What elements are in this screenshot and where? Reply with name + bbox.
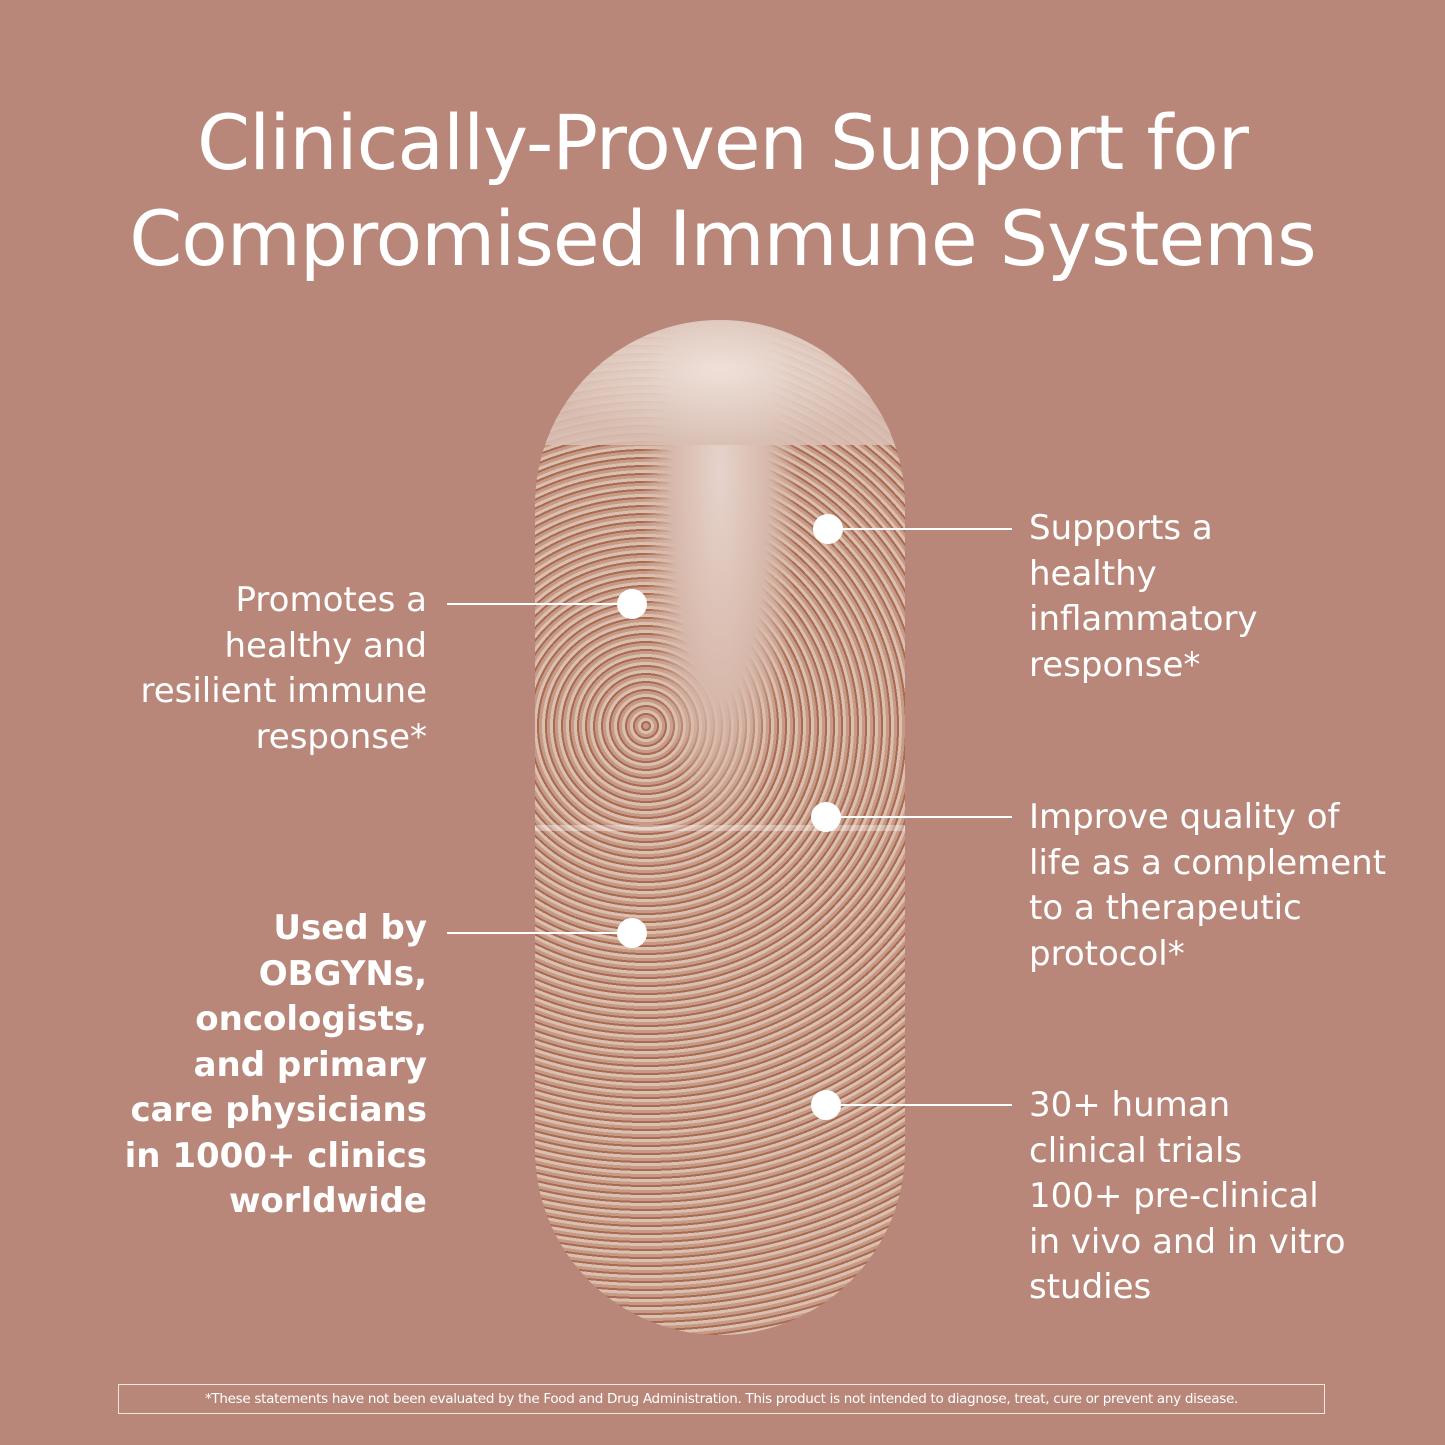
capsule-seam (535, 825, 905, 831)
callout-dot (811, 802, 841, 832)
callout-immune-response: Promotes a healthy and resilient immune res… (140, 580, 427, 757)
callout-quality-of-life: Improve quality of life as a complement to… (1029, 797, 1387, 974)
callout-dot (617, 918, 647, 948)
connector-line (828, 528, 1012, 530)
callout-dot (811, 1090, 841, 1120)
callout-clinical-trials: 30+ human clinical trials 100+ pre-clinica… (1029, 1085, 1346, 1307)
callout-dot (813, 514, 843, 544)
connector-line (447, 603, 632, 605)
connector-line (826, 816, 1012, 818)
connector-line (826, 1104, 1012, 1106)
capsule-image (535, 320, 905, 1335)
capsule-cap (535, 320, 905, 445)
page-title: Clinically-Proven Support for Compromise… (129, 98, 1317, 283)
fda-disclaimer: *These statements have not been evaluate… (118, 1384, 1325, 1414)
callout-dot (617, 589, 647, 619)
callout-inflammatory-response: Supports a healthy inflammatory response* (1029, 508, 1258, 685)
callout-used-by-physicians: Used by OBGYNs, oncologists, and primary car… (124, 908, 427, 1221)
connector-line (447, 932, 632, 934)
